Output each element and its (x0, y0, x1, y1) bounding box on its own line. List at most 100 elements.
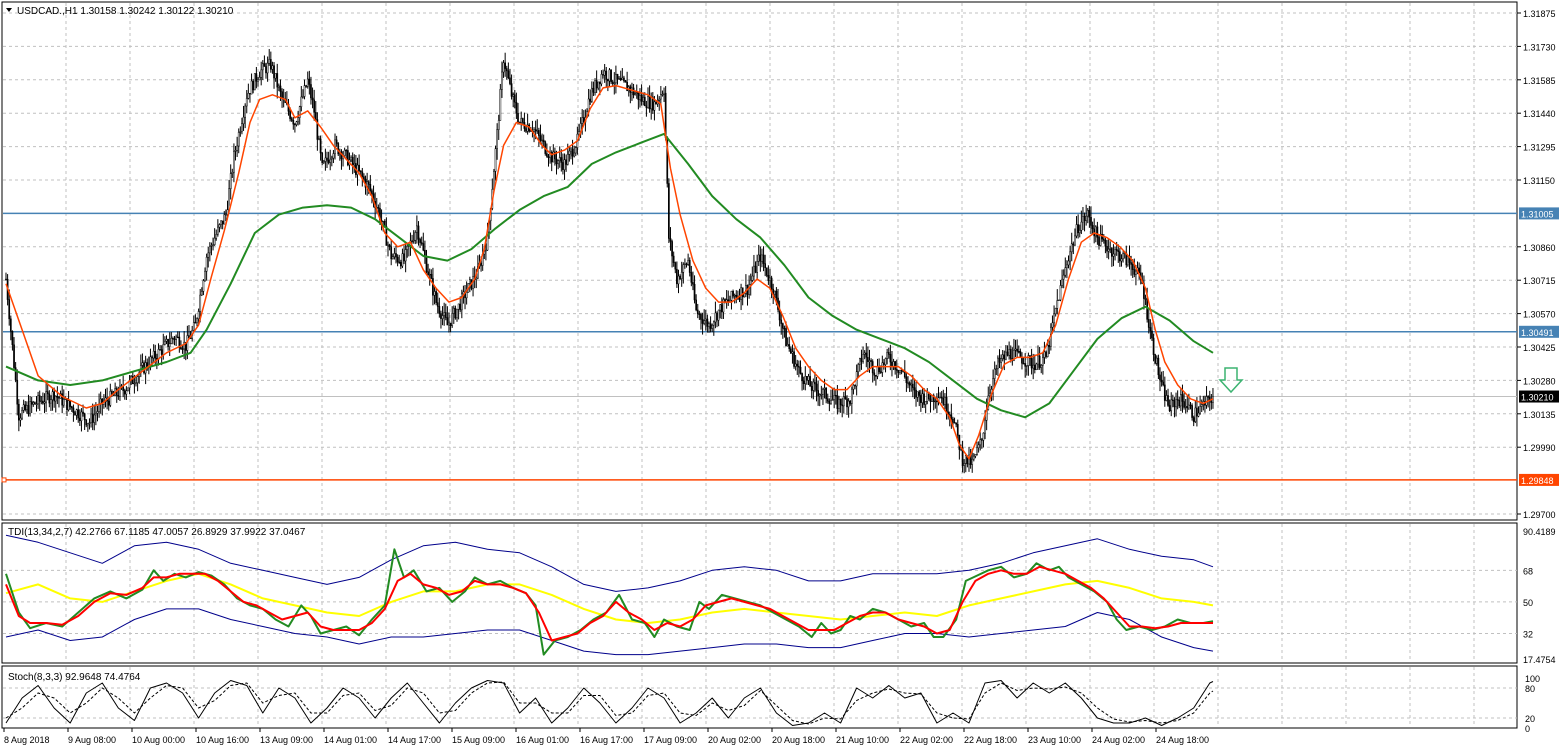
candle-body (420, 242, 423, 244)
candle-body (1181, 394, 1184, 402)
candle-body (796, 363, 799, 367)
candle-body (1069, 251, 1071, 262)
time-axis-label: 10 Aug 16:00 (196, 735, 249, 745)
level-price-badge (1519, 325, 1559, 338)
candle-body (440, 313, 442, 319)
candle-body (785, 328, 787, 347)
candle-body (889, 354, 892, 363)
candle-body (626, 82, 628, 92)
candle-body (45, 391, 47, 403)
candle-body (727, 299, 730, 302)
price-axis-label: 1.31150 (1523, 176, 1555, 186)
candle-body (894, 361, 897, 370)
candle-body (412, 239, 415, 242)
candle-body (83, 413, 86, 421)
candle-body (822, 389, 824, 395)
candle-body (939, 397, 941, 399)
candle-body (836, 395, 839, 409)
candle-body (1183, 401, 1185, 408)
candle-body (1165, 395, 1168, 401)
candle-body (989, 392, 991, 397)
candle-body (566, 154, 569, 165)
candle-body (27, 405, 30, 415)
candle-body (554, 151, 556, 160)
candle-body (329, 158, 332, 163)
candle-body (1048, 345, 1051, 347)
candle-body (1197, 412, 1200, 417)
candle-body (693, 283, 696, 301)
candle-body (353, 163, 356, 166)
candle-body (801, 373, 803, 382)
candle-body (217, 226, 219, 235)
candle-body (302, 96, 304, 98)
candle-body (326, 157, 328, 161)
stoch-panel[interactable] (1, 665, 1518, 729)
candle-body (279, 85, 282, 92)
candle-body (391, 256, 394, 260)
candle-body (892, 361, 895, 367)
candle-body (854, 385, 856, 387)
price-axis-label: 1.30860 (1523, 243, 1556, 253)
candle-body (562, 162, 564, 170)
candle-body (50, 399, 52, 404)
candle-body (278, 85, 280, 88)
candle-body (1102, 238, 1105, 241)
stoch-axis-label: 0 (1525, 724, 1530, 734)
candle-body (839, 398, 842, 406)
candle-body (964, 455, 967, 464)
tdi-upper-band (5, 534, 1214, 592)
candle-body (404, 249, 407, 262)
candle-body (347, 150, 349, 166)
candle-body (533, 129, 535, 132)
candle-body (26, 405, 28, 410)
level-price-badge (1519, 207, 1559, 220)
candle-body (324, 157, 327, 162)
candle-body (1114, 249, 1116, 255)
candle-body (761, 254, 763, 262)
candle-body (451, 313, 454, 326)
price-axis-label: 1.29990 (1523, 443, 1556, 453)
candle-body (565, 159, 567, 165)
candle-body (573, 152, 576, 157)
candle-body (72, 407, 75, 413)
candle-body (69, 400, 72, 407)
candle-body (1178, 399, 1181, 407)
candle-body (818, 394, 821, 397)
candle-body (814, 381, 816, 385)
candle-body (266, 62, 269, 74)
candle-body (690, 272, 693, 283)
candle-body (225, 214, 227, 216)
candle-body (154, 350, 157, 359)
dropdown-triangle-icon[interactable] (6, 8, 12, 12)
price-axis-label: 1.30570 (1523, 310, 1556, 320)
candle-body (363, 176, 365, 180)
candle-body (183, 341, 186, 350)
candle-body (812, 381, 815, 391)
price-axis-label: 1.31875 (1523, 9, 1556, 19)
candle-body (1135, 270, 1137, 275)
candle-body (552, 151, 555, 163)
candle-body (817, 390, 819, 397)
time-axis-label: 22 Aug 02:00 (900, 735, 953, 745)
candle-body (1062, 274, 1065, 280)
candle-body (897, 370, 900, 373)
tdi-panel[interactable] (1, 522, 1518, 664)
candle-body (838, 398, 840, 409)
candle-body (1133, 269, 1136, 275)
candle-body (398, 261, 401, 264)
candle-body (512, 94, 515, 97)
candle-body (401, 253, 404, 267)
candle-body (430, 273, 433, 279)
candle-body (192, 322, 195, 331)
candle-body (1067, 260, 1070, 266)
candle-body (1077, 224, 1079, 234)
candle-body (448, 322, 450, 326)
candle-body (460, 293, 463, 311)
candle-body (883, 362, 885, 365)
candle-body (867, 357, 869, 363)
candle-body (1151, 330, 1153, 339)
tdi-middle-line (5, 572, 1214, 624)
candle-body (1155, 357, 1158, 364)
candle-body (164, 341, 166, 345)
